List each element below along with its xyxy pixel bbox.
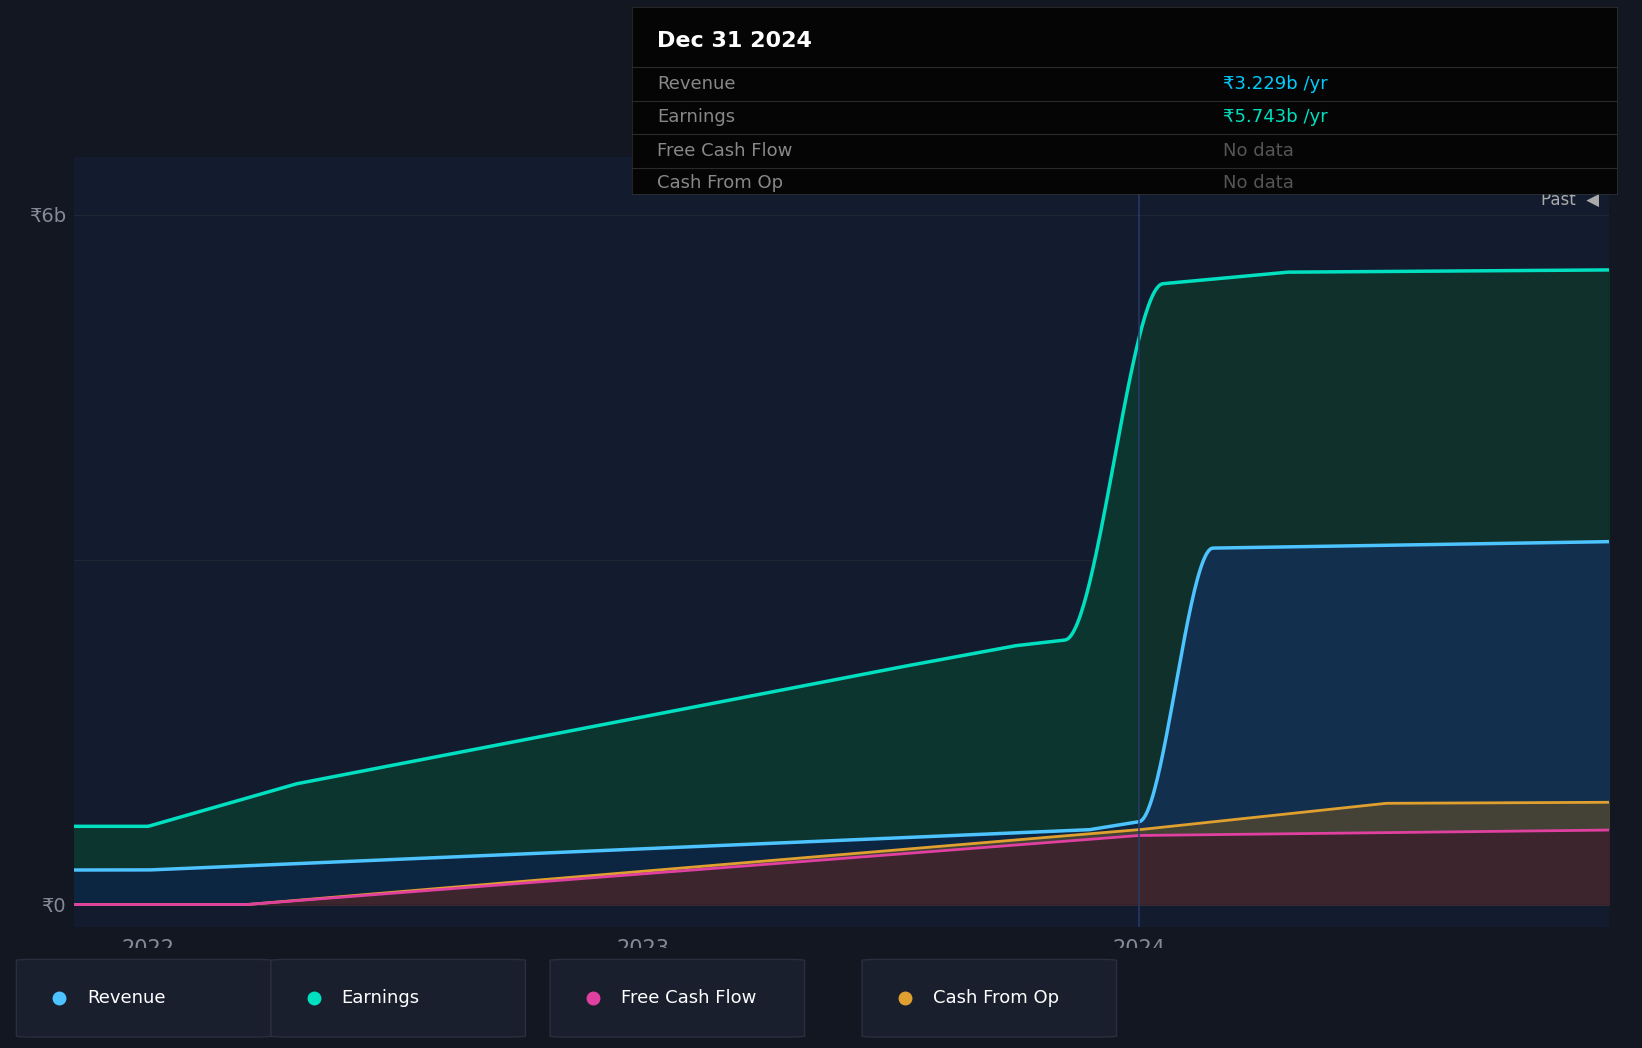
Text: Earnings: Earnings bbox=[342, 989, 420, 1007]
FancyBboxPatch shape bbox=[271, 959, 525, 1038]
Text: Dec 31 2024: Dec 31 2024 bbox=[657, 30, 811, 51]
Text: ₹3.229b /yr: ₹3.229b /yr bbox=[1223, 74, 1328, 93]
FancyBboxPatch shape bbox=[16, 959, 271, 1038]
FancyBboxPatch shape bbox=[862, 959, 1117, 1038]
Text: Revenue: Revenue bbox=[87, 989, 166, 1007]
Text: Cash From Op: Cash From Op bbox=[933, 989, 1059, 1007]
Text: Free Cash Flow: Free Cash Flow bbox=[657, 141, 791, 160]
Text: ₹5.743b /yr: ₹5.743b /yr bbox=[1223, 108, 1328, 127]
Text: Cash From Op: Cash From Op bbox=[657, 174, 783, 192]
Text: Free Cash Flow: Free Cash Flow bbox=[621, 989, 755, 1007]
Text: Past  ◀: Past ◀ bbox=[1542, 191, 1599, 209]
Text: Earnings: Earnings bbox=[657, 108, 736, 127]
Text: Revenue: Revenue bbox=[657, 74, 736, 93]
Text: No data: No data bbox=[1223, 141, 1294, 160]
Text: No data: No data bbox=[1223, 174, 1294, 192]
FancyBboxPatch shape bbox=[550, 959, 805, 1038]
